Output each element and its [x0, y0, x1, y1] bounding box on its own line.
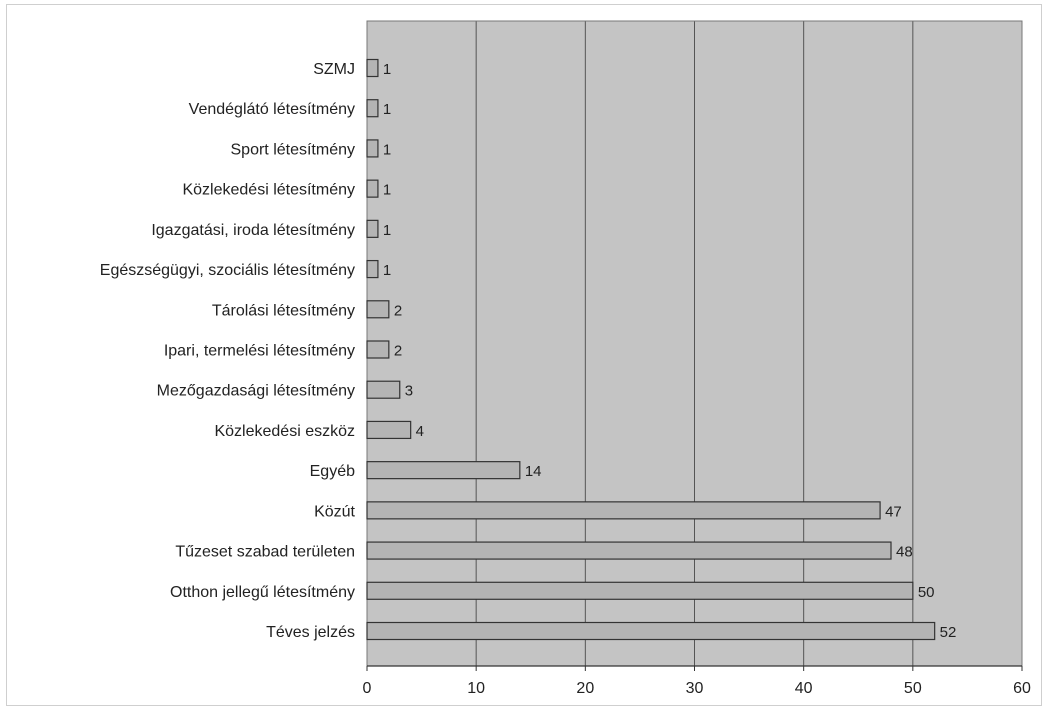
category-label: Otthon jellegű létesítmény — [170, 584, 355, 601]
data-label: 2 — [394, 302, 402, 319]
category-label: Tárolási létesítmény — [212, 302, 355, 319]
bar — [366, 99, 379, 118]
category-label: Közlekedési létesítmény — [182, 182, 355, 199]
data-label: 47 — [885, 503, 902, 520]
category-label: Tűzeset szabad területen — [175, 544, 355, 561]
data-label: 2 — [394, 343, 402, 360]
bar-chart: SZMJ Vendéglátó létesítmény Sport létesítm… — [100, 20, 1031, 697]
bar — [366, 420, 412, 440]
data-label: 1 — [383, 141, 391, 158]
category-label: Közlekedési eszköz — [214, 423, 355, 440]
category-label: SZMJ — [313, 61, 355, 78]
category-label: Sport létesítmény — [231, 141, 356, 158]
category-label: Vendéglátó létesítmény — [189, 101, 355, 118]
category-label: Téves jelzés — [266, 624, 355, 641]
plot-area — [366, 20, 1023, 667]
data-label: 1 — [383, 61, 391, 78]
category-label: Mezőgazdasági létesítmény — [157, 383, 355, 400]
data-label: 52 — [940, 624, 957, 641]
category-labels: SZMJ Vendéglátó létesítmény Sport létesítm… — [100, 61, 356, 641]
bar — [366, 461, 521, 480]
data-label: 1 — [383, 222, 391, 239]
chart-container: SZMJ Vendéglátó létesítmény Sport létesítm… — [6, 4, 1042, 706]
category-label: Egészségügyi, szociális létesítmény — [100, 262, 355, 279]
bar — [366, 58, 379, 78]
data-label: 50 — [918, 584, 935, 601]
value-labels: 1 1 1 1 1 1 2 2 3 4 14 47 48 50 52 — [383, 61, 956, 641]
category-label: Igazgatási, iroda létesítmény — [151, 222, 355, 239]
x-tick-label: 0 — [363, 680, 372, 697]
category-label: Közút — [314, 503, 355, 520]
bar — [366, 300, 390, 319]
data-label: 14 — [525, 463, 542, 480]
bar — [366, 581, 914, 600]
category-label: Egyéb — [310, 463, 355, 480]
bar — [366, 219, 379, 238]
bar — [366, 380, 401, 399]
data-label: 1 — [383, 182, 391, 199]
x-tick-label: 20 — [576, 680, 594, 697]
x-tick-label: 60 — [1013, 680, 1031, 697]
data-label: 1 — [383, 101, 391, 118]
data-label: 3 — [405, 383, 413, 400]
x-tick-label: 50 — [904, 680, 922, 697]
category-label: Ipari, termelési létesítmény — [164, 343, 355, 360]
bar — [366, 139, 379, 158]
bars — [366, 58, 936, 641]
data-label: 48 — [896, 544, 913, 561]
x-tick-label: 40 — [795, 680, 813, 697]
bar — [366, 501, 881, 520]
x-tick-label: 10 — [467, 680, 485, 697]
bar — [366, 621, 936, 641]
bar — [366, 179, 379, 198]
data-label: 4 — [416, 423, 424, 440]
bar — [366, 340, 390, 359]
x-tick-label: 30 — [686, 680, 704, 697]
bar — [366, 259, 379, 279]
x-axis: 0 10 20 30 40 50 60 — [363, 665, 1031, 697]
data-label: 1 — [383, 262, 391, 279]
bar — [366, 541, 892, 560]
